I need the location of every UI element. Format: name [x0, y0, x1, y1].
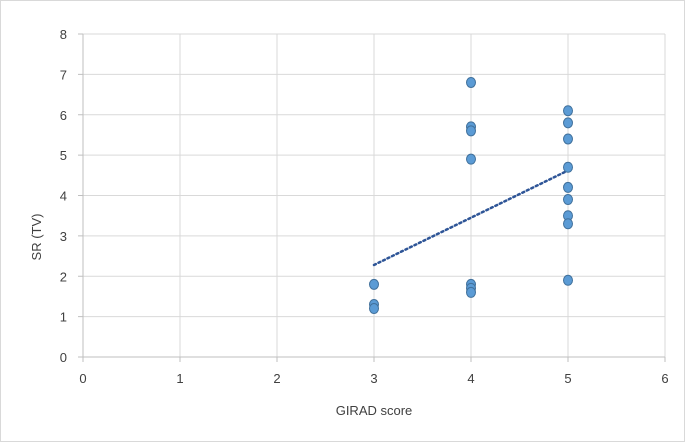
data-point-0-13	[563, 161, 573, 173]
x-axis-title: GIRAD score	[336, 403, 413, 418]
y-tick-label-1: 1	[60, 310, 67, 325]
x-tick-label-5: 5	[564, 371, 571, 386]
data-point-0-6	[466, 153, 476, 165]
x-tick-label-4: 4	[467, 371, 474, 386]
trendline	[372, 169, 570, 267]
y-tick-label-6: 6	[60, 108, 67, 123]
x-tick-label-6: 6	[661, 371, 668, 386]
y-tick-label-4: 4	[60, 189, 67, 204]
y-tick-label-8: 8	[60, 27, 67, 42]
data-point-0-17	[563, 218, 573, 230]
data-point-0-14	[563, 181, 573, 193]
y-tick-label-7: 7	[60, 67, 67, 82]
y-tick-label-2: 2	[60, 269, 67, 284]
y-axis-title: SR (TV)	[29, 214, 44, 261]
data-point-0-5	[466, 125, 476, 137]
x-tick-label-1: 1	[176, 371, 183, 386]
data-point-0-9	[466, 286, 476, 298]
axis-layer	[78, 33, 666, 362]
data-point-0-18	[563, 274, 573, 286]
trendline-layer	[372, 169, 570, 267]
y-tick-label-0: 0	[60, 350, 67, 365]
data-points	[369, 76, 573, 315]
data-point-0-2	[369, 303, 379, 315]
x-tick-label-0: 0	[79, 371, 86, 386]
data-point-0-11	[563, 117, 573, 129]
data-point-0-0	[369, 278, 379, 290]
data-point-0-15	[563, 194, 573, 206]
tick-labels: 0 1 2 3 4 5 6 0 1 2 3 4 5 6 7 8	[60, 27, 669, 386]
y-tick-label-5: 5	[60, 148, 67, 163]
data-point-0-3	[466, 76, 476, 88]
data-point-0-10	[563, 105, 573, 117]
x-tick-label-2: 2	[273, 371, 280, 386]
x-tick-label-3: 3	[370, 371, 377, 386]
data-point-0-12	[563, 133, 573, 145]
y-tick-label-3: 3	[60, 229, 67, 244]
